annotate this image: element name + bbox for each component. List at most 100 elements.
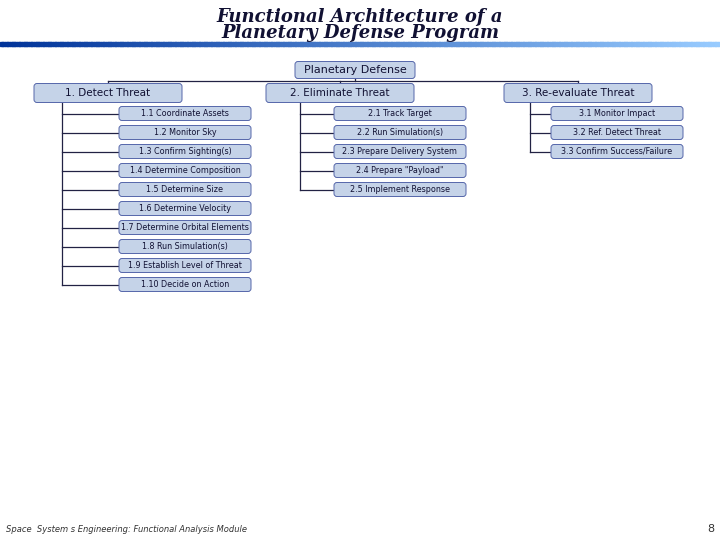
Bar <box>549 42 552 46</box>
Bar <box>245 42 248 46</box>
Bar <box>641 42 644 46</box>
Bar <box>125 42 127 46</box>
Bar <box>405 42 408 46</box>
Bar <box>533 42 536 46</box>
Bar <box>312 42 315 46</box>
Bar <box>259 42 262 46</box>
Text: Planetary Defense Program: Planetary Defense Program <box>221 24 499 42</box>
Bar <box>53 42 55 46</box>
Bar <box>317 42 320 46</box>
Bar <box>612 42 615 46</box>
Text: Planetary Defense: Planetary Defense <box>304 65 406 75</box>
Bar <box>588 42 591 46</box>
Text: 2.2 Run Simulation(s): 2.2 Run Simulation(s) <box>357 128 443 137</box>
Bar <box>358 42 361 46</box>
Bar <box>374 42 377 46</box>
Bar <box>355 42 358 46</box>
Bar <box>430 42 433 46</box>
Bar <box>297 42 300 46</box>
Bar <box>130 42 132 46</box>
Text: 2.1 Track Target: 2.1 Track Target <box>368 109 432 118</box>
Bar <box>158 42 161 46</box>
Bar <box>50 42 53 46</box>
Bar <box>43 42 46 46</box>
Bar <box>701 42 703 46</box>
Bar <box>331 42 334 46</box>
Bar <box>662 42 665 46</box>
Bar <box>151 42 154 46</box>
FancyBboxPatch shape <box>119 183 251 197</box>
Bar <box>96 42 99 46</box>
Bar <box>569 42 572 46</box>
FancyBboxPatch shape <box>334 106 466 120</box>
Text: 3.1 Monitor Impact: 3.1 Monitor Impact <box>579 109 655 118</box>
Bar <box>518 42 521 46</box>
FancyBboxPatch shape <box>334 125 466 139</box>
Bar <box>415 42 418 46</box>
Bar <box>657 42 660 46</box>
Bar <box>698 42 701 46</box>
Bar <box>209 42 212 46</box>
Bar <box>161 42 163 46</box>
Bar <box>72 42 75 46</box>
Bar <box>391 42 394 46</box>
Bar <box>528 42 531 46</box>
FancyBboxPatch shape <box>119 259 251 273</box>
Bar <box>94 42 96 46</box>
Text: Functional Architecture of a: Functional Architecture of a <box>217 8 503 26</box>
Bar <box>456 42 459 46</box>
Bar <box>65 42 68 46</box>
Bar <box>600 42 603 46</box>
Bar <box>290 42 293 46</box>
Bar <box>293 42 296 46</box>
Bar <box>487 42 490 46</box>
Bar <box>708 42 711 46</box>
Bar <box>0 42 3 46</box>
Bar <box>454 42 456 46</box>
Bar <box>576 42 579 46</box>
Bar <box>221 42 224 46</box>
Bar <box>233 42 235 46</box>
Bar <box>639 42 642 46</box>
FancyBboxPatch shape <box>334 183 466 197</box>
FancyBboxPatch shape <box>551 145 683 159</box>
Bar <box>538 42 541 46</box>
Bar <box>583 42 586 46</box>
Bar <box>171 42 174 46</box>
Bar <box>283 42 286 46</box>
Bar <box>2 42 5 46</box>
FancyBboxPatch shape <box>119 145 251 159</box>
Bar <box>204 42 207 46</box>
Bar <box>19 42 22 46</box>
FancyBboxPatch shape <box>119 125 251 139</box>
Bar <box>696 42 699 46</box>
Bar <box>7 42 10 46</box>
Bar <box>180 42 183 46</box>
Bar <box>540 42 543 46</box>
FancyBboxPatch shape <box>119 220 251 234</box>
Bar <box>607 42 610 46</box>
Bar <box>235 42 238 46</box>
Bar <box>79 42 82 46</box>
Bar <box>281 42 284 46</box>
Text: 8: 8 <box>707 524 714 534</box>
Text: 2. Eliminate Threat: 2. Eliminate Threat <box>290 88 390 98</box>
Bar <box>99 42 102 46</box>
FancyBboxPatch shape <box>119 278 251 292</box>
Bar <box>523 42 526 46</box>
Bar <box>91 42 94 46</box>
Bar <box>677 42 680 46</box>
Bar <box>336 42 339 46</box>
Bar <box>619 42 622 46</box>
Bar <box>672 42 675 46</box>
Bar <box>60 42 63 46</box>
Bar <box>348 42 351 46</box>
Bar <box>271 42 274 46</box>
Bar <box>101 42 104 46</box>
Bar <box>22 42 24 46</box>
Text: 1.9 Establish Level of Threat: 1.9 Establish Level of Threat <box>128 261 242 270</box>
Bar <box>372 42 375 46</box>
Text: Space  System s Engineering: Functional Analysis Module: Space System s Engineering: Functional A… <box>6 525 247 534</box>
FancyBboxPatch shape <box>334 164 466 178</box>
Bar <box>182 42 185 46</box>
